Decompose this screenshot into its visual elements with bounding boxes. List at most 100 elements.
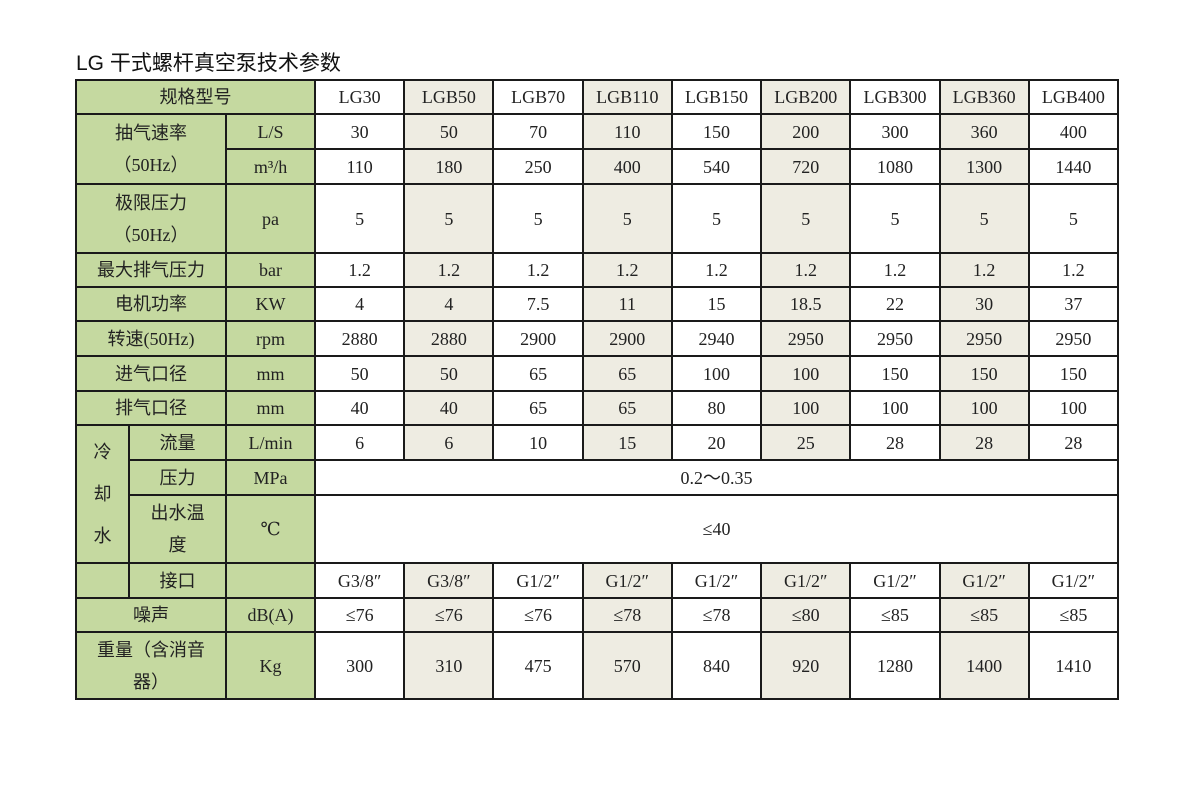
table-row: 噪声 dB(A) ≤76 ≤76 ≤76 ≤78 ≤78 ≤80 ≤85 ≤85 ≤85	[75, 597, 1120, 633]
row-label: 重量（含消音 器）	[75, 631, 227, 700]
value-cell: 18.5	[760, 286, 852, 322]
value-cell: 1300	[938, 148, 1030, 185]
value-cell: 100	[670, 355, 763, 392]
value-cell: 1.2	[760, 252, 852, 288]
table-row: 抽气速率 （50Hz） L/S 30 50 70 110 150 200 300 360 400	[75, 113, 1120, 185]
unit-cell	[224, 562, 317, 599]
value-cell: 11	[581, 286, 673, 322]
model-cell: LGB110	[581, 79, 673, 115]
value-cell: 5	[492, 183, 584, 254]
row-label: 电机功率	[75, 286, 227, 322]
value-cell: 1400	[938, 631, 1030, 700]
value-cell: 20	[670, 424, 763, 461]
cooling-water-group-label: 冷却水	[75, 424, 130, 564]
value-cell: 50	[403, 113, 495, 150]
unit-cell: m³/h	[224, 148, 317, 185]
value-cell: 40	[403, 390, 495, 426]
unit-cell: bar	[224, 252, 317, 288]
spec-table: 规格型号 LG30 LGB50 LGB70 LGB110 LGB150 LGB200 LGB3…	[74, 79, 1120, 700]
value-cell: 6	[403, 424, 495, 461]
table-row: m³/h 110 180 250 400 540 720 1080 1300 1440	[76, 148, 1120, 185]
value-cell: 110	[581, 113, 673, 150]
value-cell: 65	[492, 390, 584, 426]
value-cell: 28	[849, 424, 941, 461]
table-row: 最大排气压力 bar 1.2 1.2 1.2 1.2 1.2 1.2 1.2 1.2 1.2	[75, 252, 1120, 288]
value-cell: 15	[581, 424, 673, 461]
value-cell: ≤76	[403, 597, 495, 633]
value-cell: 570	[581, 631, 673, 700]
value-cell: 1080	[849, 148, 941, 185]
merged-value-cell: ≤40	[314, 494, 1119, 564]
value-cell: 65	[492, 355, 584, 392]
table-row: 重量（含消音 器） Kg 300 310 475 570 840 920 1280 1400 1410	[75, 631, 1120, 700]
value-cell: 1.2	[849, 252, 941, 288]
value-cell: 2880	[314, 320, 406, 357]
label-line: 抽气速率	[115, 123, 187, 143]
value-cell: 110	[314, 148, 406, 185]
table-row: 极限压力 （50Hz） pa 5 5 5 5 5 5 5 5 5	[75, 183, 1120, 254]
unit-cell: Kg	[224, 631, 317, 700]
row-label: 进气口径	[75, 355, 227, 392]
header-label: 规格型号	[74, 79, 317, 115]
row-label: 接口	[128, 562, 227, 599]
value-cell: 300	[849, 113, 941, 150]
label-line: （50Hz）	[113, 224, 189, 245]
page-title: LG 干式螺杆真空泵技术参数	[76, 52, 341, 75]
value-cell: G1/2″	[938, 562, 1030, 599]
model-cell: LG30	[314, 79, 406, 115]
unit-cell: mm	[224, 390, 317, 426]
value-cell: 65	[581, 390, 673, 426]
value-cell: 2950	[938, 320, 1030, 357]
value-cell: G1/2″	[581, 562, 673, 599]
value-cell: 100	[849, 390, 941, 426]
unit-cell: KW	[224, 286, 317, 322]
value-cell: ≤80	[760, 597, 852, 633]
value-cell: 22	[849, 286, 941, 322]
table-row: 接口 G3/8″ G3/8″ G1/2″ G1/2″ G1/2″ G1/2″ G1/2″ G1/…	[75, 562, 1120, 599]
value-cell: ≤78	[581, 597, 673, 633]
value-cell: 1.2	[1027, 252, 1120, 288]
value-cell: 4	[403, 286, 495, 322]
value-cell: 400	[581, 148, 673, 185]
table-row: 冷却水流量 L/min 6 6 10 15 20 25 28 28 28	[75, 424, 1120, 564]
row-label: 压力	[128, 459, 227, 496]
value-cell: 310	[403, 631, 495, 700]
value-cell: 1.2	[670, 252, 763, 288]
value-cell: 2940	[670, 320, 763, 357]
value-cell: 5	[403, 183, 495, 254]
value-cell: 40	[314, 390, 406, 426]
value-cell: 100	[938, 390, 1030, 426]
model-cell: LGB70	[492, 79, 584, 115]
value-cell: G1/2″	[1027, 562, 1120, 599]
model-cell: LGB360	[938, 79, 1030, 115]
value-cell: 1440	[1027, 148, 1120, 185]
row-label: 排气口径	[75, 390, 227, 426]
value-cell: 1.2	[403, 252, 495, 288]
label-line: 度	[168, 535, 187, 555]
value-cell: 150	[670, 113, 763, 150]
value-cell: 15	[670, 286, 763, 322]
row-label: 噪声	[75, 597, 227, 633]
value-cell: 1.2	[581, 252, 673, 288]
value-cell: 720	[760, 148, 852, 185]
table-row: 转速(50Hz) rpm 2880 2880 2900 2900 2940 2950 2950 2…	[75, 320, 1120, 357]
value-cell: G1/2″	[670, 562, 763, 599]
value-cell: 37	[1027, 286, 1120, 322]
value-cell: 28	[1027, 424, 1120, 461]
value-cell: 50	[314, 355, 406, 392]
value-cell: 840	[670, 631, 763, 700]
value-cell: 180	[403, 148, 495, 185]
row-label: 出水温度	[128, 494, 227, 564]
row-label: 转速(50Hz)	[75, 320, 227, 357]
unit-cell: MPa	[224, 459, 317, 496]
value-cell: 400	[1027, 113, 1120, 150]
value-cell: 1.2	[492, 252, 584, 288]
value-cell: G1/2″	[849, 562, 941, 599]
value-cell: ≤78	[670, 597, 763, 633]
value-cell: 65	[581, 355, 673, 392]
value-cell: 360	[938, 113, 1030, 150]
label-line: 器）	[133, 671, 169, 692]
table-row: 进气口径 mm 50 50 65 65 100 100 150 150 150	[75, 355, 1120, 392]
value-cell: 5	[760, 183, 852, 254]
unit-cell: rpm	[224, 320, 317, 357]
